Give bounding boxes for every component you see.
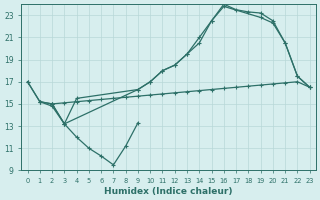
X-axis label: Humidex (Indice chaleur): Humidex (Indice chaleur) <box>104 187 233 196</box>
